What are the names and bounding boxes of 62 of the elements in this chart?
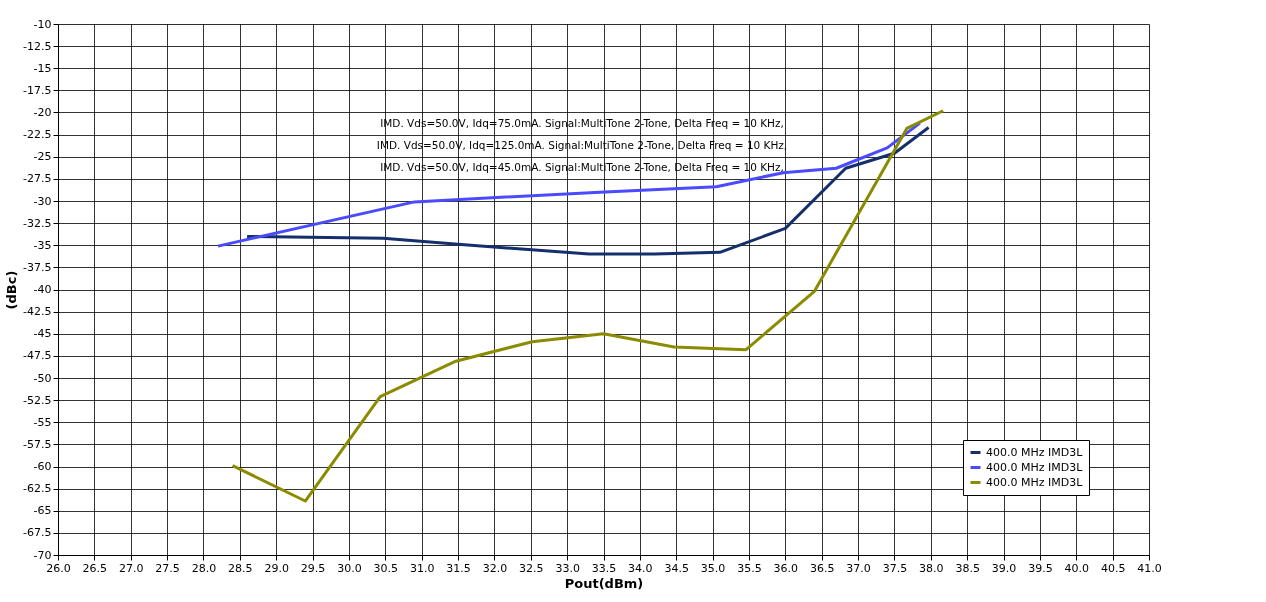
x-tick-label: 34.5 [664, 561, 689, 575]
y-axis-title: (dBc) [4, 270, 20, 310]
legend-label: 400.0 MHz IMD3L [986, 475, 1084, 489]
x-tick-label: 38.5 [955, 561, 980, 575]
x-tick-label: 36.5 [809, 561, 835, 575]
y-tick-label: -62.5 [23, 482, 52, 496]
y-tick-label: -45 [33, 327, 52, 341]
y-tick-label: -65 [33, 504, 52, 518]
y-tick-label: -15 [33, 61, 52, 75]
x-tick-label: 37.0 [846, 561, 871, 575]
y-tick-label: -30 [33, 194, 52, 208]
x-tick-label: 31.0 [409, 561, 435, 575]
y-tick-label: -35 [33, 238, 52, 252]
y-tick-label: -27.5 [23, 172, 52, 186]
x-tick-label: 27.0 [118, 561, 144, 575]
y-tick-label: -70 [33, 548, 52, 562]
x-tick-label: 29.0 [264, 561, 289, 575]
legend-label: 400.0 MHz IMD3L [986, 460, 1084, 474]
x-tick-label: 34.0 [628, 561, 653, 575]
x-tick-label: 35.5 [737, 561, 762, 575]
x-tick-label: 40.5 [1100, 561, 1126, 575]
legend-label: 400.0 MHz IMD3L [986, 445, 1084, 459]
y-tick-label: -50 [33, 371, 52, 385]
x-tick-label: 28.5 [228, 561, 253, 575]
x-tick-label: 33.0 [555, 561, 580, 575]
y-tick-label: -22.5 [23, 128, 52, 142]
x-tick-label: 27.5 [155, 561, 180, 575]
y-tick-label: -20 [33, 106, 52, 119]
y-tick-label: -25 [33, 150, 52, 164]
y-tick-label: -17.5 [23, 83, 52, 97]
y-tick-label: -60 [33, 460, 52, 473]
y-tick-label: -32.5 [23, 216, 52, 230]
y-tick-label: -57.5 [23, 437, 52, 451]
y-tick-label: -52.5 [23, 393, 52, 407]
x-tick-label: 36.0 [773, 561, 799, 575]
y-tick-label: -42.5 [23, 305, 52, 319]
x-tick-label: 26.5 [82, 561, 108, 575]
x-tick-label: 41.0 [1137, 561, 1162, 575]
y-tick-label: -12.5 [23, 39, 52, 53]
x-tick-label: 38.0 [919, 561, 944, 575]
x-tick-label: 35.0 [700, 561, 726, 575]
x-tick-label: 32.5 [519, 561, 544, 575]
line-series [231, 109, 945, 503]
x-tick-label: 31.5 [446, 561, 471, 575]
x-tick-label: 28.0 [191, 561, 217, 575]
x-axis-title: Pout(dBm) [564, 575, 644, 591]
x-tick-label: 26.0 [46, 561, 71, 575]
x-tick-label: 37.5 [882, 561, 908, 575]
x-tick-label: 30.0 [337, 561, 362, 575]
x-tick-label: 33.5 [591, 561, 617, 575]
y-tick-label: -47.5 [23, 349, 52, 363]
y-tick-label: -37.5 [23, 260, 52, 274]
y-tick-label: -55 [33, 415, 52, 429]
x-tick-label: 39.5 [1028, 561, 1053, 575]
y-tick-label: -67.5 [23, 526, 52, 540]
x-tick-label: 29.5 [300, 561, 326, 575]
x-tick-label: 30.5 [373, 561, 399, 575]
y-tick-label: -10 [33, 17, 52, 31]
x-tick-label: 32.0 [482, 561, 508, 575]
x-tick-label: 39.0 [991, 561, 1017, 575]
x-tick-label: 40.0 [1064, 561, 1090, 575]
y-tick-label: -40 [33, 283, 52, 296]
